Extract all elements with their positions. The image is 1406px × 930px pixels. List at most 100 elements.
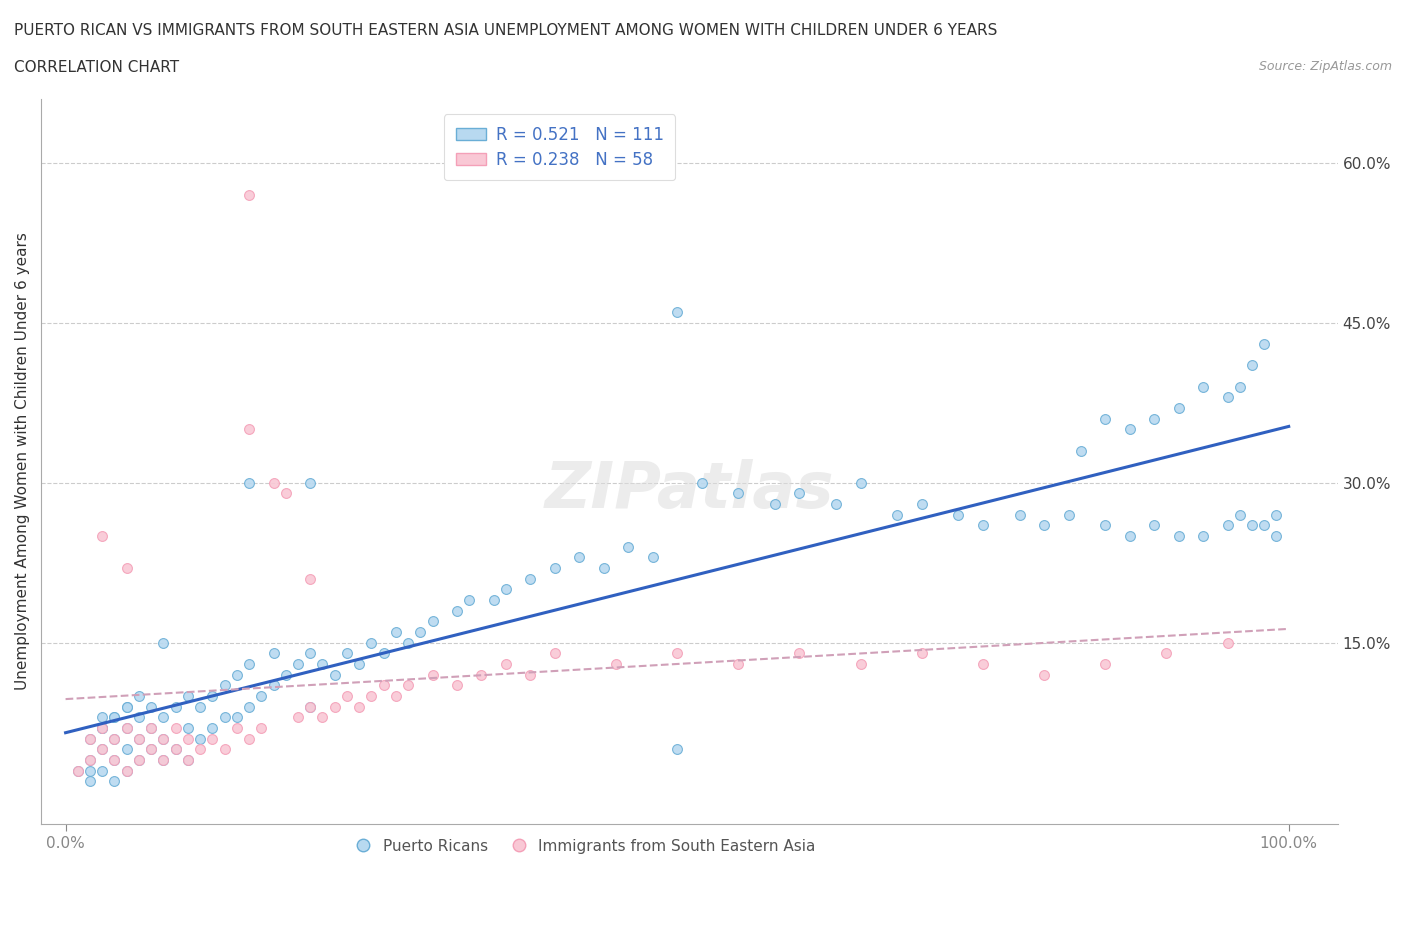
Point: [115, 699, 138, 714]
Point: [727, 485, 749, 500]
Point: [299, 699, 322, 714]
Point: [886, 507, 908, 522]
Point: [79, 752, 101, 767]
Point: [1229, 507, 1251, 522]
Point: [1192, 528, 1215, 543]
Point: [141, 742, 163, 757]
Point: [103, 731, 125, 746]
Point: [519, 667, 541, 682]
Point: [152, 731, 174, 746]
Point: [360, 635, 382, 650]
Point: [1253, 518, 1275, 533]
Point: [1094, 657, 1116, 671]
Point: [1216, 635, 1239, 650]
Point: [214, 742, 236, 757]
Point: [287, 710, 309, 724]
Point: [225, 667, 247, 682]
Point: [1229, 379, 1251, 394]
Point: [1167, 401, 1189, 416]
Point: [568, 550, 591, 565]
Point: [115, 742, 138, 757]
Point: [115, 721, 138, 736]
Point: [201, 731, 224, 746]
Point: [128, 688, 150, 703]
Point: [544, 561, 567, 576]
Point: [177, 731, 200, 746]
Point: [263, 645, 285, 660]
Point: [152, 752, 174, 767]
Point: [103, 731, 125, 746]
Point: [1033, 518, 1056, 533]
Point: [152, 635, 174, 650]
Point: [263, 678, 285, 693]
Point: [446, 604, 468, 618]
Point: [336, 688, 359, 703]
Point: [1216, 518, 1239, 533]
Point: [115, 721, 138, 736]
Point: [103, 710, 125, 724]
Point: [188, 742, 211, 757]
Point: [789, 485, 811, 500]
Point: [1265, 528, 1288, 543]
Point: [238, 475, 260, 490]
Point: [274, 485, 297, 500]
Point: [177, 752, 200, 767]
Point: [1094, 411, 1116, 426]
Point: [238, 422, 260, 437]
Point: [115, 699, 138, 714]
Point: [115, 764, 138, 778]
Point: [1240, 518, 1263, 533]
Point: [1143, 411, 1166, 426]
Point: [482, 592, 505, 607]
Point: [1057, 507, 1080, 522]
Point: [66, 764, 89, 778]
Point: [299, 475, 322, 490]
Point: [666, 742, 689, 757]
Point: [311, 657, 333, 671]
Point: [1240, 358, 1263, 373]
Point: [385, 688, 408, 703]
Point: [152, 710, 174, 724]
Point: [1265, 507, 1288, 522]
Text: Source: ZipAtlas.com: Source: ZipAtlas.com: [1258, 60, 1392, 73]
Point: [188, 731, 211, 746]
Point: [91, 528, 114, 543]
Point: [250, 688, 273, 703]
Point: [605, 657, 627, 671]
Point: [165, 699, 187, 714]
Point: [470, 667, 492, 682]
Point: [373, 645, 395, 660]
Point: [422, 667, 444, 682]
Point: [165, 721, 187, 736]
Point: [79, 774, 101, 789]
Point: [165, 742, 187, 757]
Point: [849, 657, 872, 671]
Point: [165, 742, 187, 757]
Point: [103, 774, 125, 789]
Point: [617, 539, 640, 554]
Point: [1143, 518, 1166, 533]
Text: PUERTO RICAN VS IMMIGRANTS FROM SOUTH EASTERN ASIA UNEMPLOYMENT AMONG WOMEN WITH: PUERTO RICAN VS IMMIGRANTS FROM SOUTH EA…: [14, 23, 997, 38]
Point: [263, 475, 285, 490]
Point: [128, 731, 150, 746]
Point: [141, 699, 163, 714]
Point: [396, 635, 419, 650]
Point: [666, 304, 689, 319]
Text: ZIPatlas: ZIPatlas: [544, 459, 834, 522]
Point: [91, 721, 114, 736]
Point: [360, 688, 382, 703]
Legend: Puerto Ricans, Immigrants from South Eastern Asia: Puerto Ricans, Immigrants from South Eas…: [349, 832, 823, 859]
Point: [763, 497, 786, 512]
Point: [1070, 444, 1092, 458]
Point: [250, 721, 273, 736]
Point: [299, 699, 322, 714]
Point: [225, 710, 247, 724]
Point: [1118, 422, 1140, 437]
Point: [79, 764, 101, 778]
Point: [592, 561, 614, 576]
Point: [152, 752, 174, 767]
Point: [79, 731, 101, 746]
Point: [373, 678, 395, 693]
Point: [91, 710, 114, 724]
Point: [91, 742, 114, 757]
